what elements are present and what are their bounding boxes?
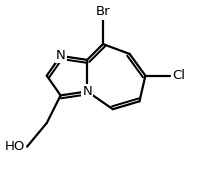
Text: N: N — [82, 85, 92, 98]
Text: HO: HO — [5, 140, 25, 153]
Text: Br: Br — [96, 5, 110, 19]
Text: Cl: Cl — [172, 69, 185, 82]
Text: N: N — [56, 49, 65, 62]
